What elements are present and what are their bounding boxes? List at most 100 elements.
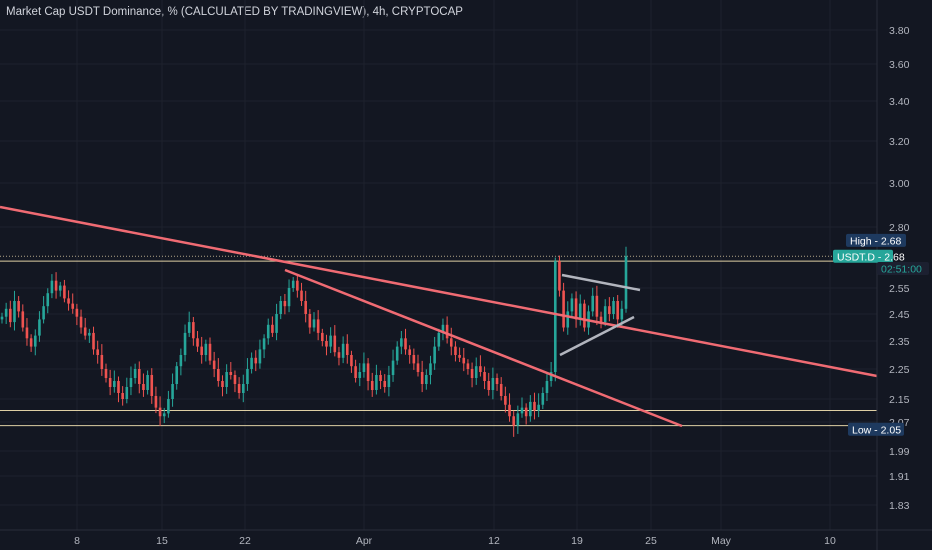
candle-body bbox=[154, 396, 158, 408]
candle-body bbox=[491, 378, 495, 390]
candle-body bbox=[312, 319, 316, 328]
candle-body bbox=[599, 316, 603, 323]
triangle-lower-line bbox=[559, 315, 635, 357]
time-axis: 8 15 22 Apr 12 19 25 May 10 bbox=[0, 529, 932, 547]
candle-body bbox=[233, 375, 237, 384]
candle-body bbox=[537, 404, 540, 411]
candle-body bbox=[221, 381, 224, 387]
candle-body bbox=[366, 363, 370, 381]
candle-body bbox=[17, 301, 20, 312]
candle-body bbox=[391, 360, 395, 375]
candle-body bbox=[624, 256, 628, 309]
y-tick-label: 3.00 bbox=[889, 178, 910, 190]
candle-body bbox=[287, 288, 291, 307]
candle-body bbox=[608, 306, 611, 314]
candle-body bbox=[358, 372, 362, 378]
candle-body bbox=[108, 378, 112, 387]
candle-body bbox=[300, 290, 303, 301]
candle-body bbox=[217, 369, 220, 381]
candle-body bbox=[379, 375, 382, 381]
x-tick-label: 12 bbox=[488, 535, 500, 547]
candle-body bbox=[171, 384, 174, 399]
candle-body bbox=[208, 343, 212, 361]
y-tick-label: 2.55 bbox=[889, 283, 910, 295]
candle-body bbox=[9, 308, 12, 323]
candle-body bbox=[88, 332, 91, 336]
candle-body bbox=[325, 341, 328, 347]
candle-body bbox=[520, 407, 524, 414]
candle-body bbox=[162, 413, 166, 417]
candle-body bbox=[333, 335, 337, 353]
candle-body bbox=[262, 338, 266, 350]
candles bbox=[0, 246, 628, 437]
candle-body bbox=[254, 357, 258, 364]
candle-body bbox=[79, 316, 83, 328]
candle-body bbox=[420, 372, 424, 384]
candle-body bbox=[433, 346, 436, 364]
candle-body bbox=[179, 355, 183, 367]
x-tick-label: 8 bbox=[74, 535, 80, 547]
low-label-bg bbox=[848, 422, 904, 436]
candle-body bbox=[241, 384, 245, 393]
candle-body bbox=[33, 335, 37, 347]
candle-body bbox=[133, 369, 137, 378]
candle-body bbox=[474, 366, 478, 378]
x-tick-label: May bbox=[711, 535, 732, 547]
y-tick-label: 3.40 bbox=[889, 96, 910, 108]
candle-body bbox=[595, 295, 599, 317]
y-tick-label: 2.35 bbox=[889, 336, 910, 348]
candle-body bbox=[271, 324, 274, 333]
candle-body bbox=[258, 349, 262, 364]
candle-body bbox=[100, 355, 104, 369]
candle-body bbox=[508, 404, 511, 417]
candle-body bbox=[441, 324, 445, 333]
candle-body bbox=[279, 301, 283, 314]
candle-body bbox=[499, 384, 503, 396]
low-label-text: Low - 2.05 bbox=[852, 424, 901, 436]
x-tick-label: 15 bbox=[156, 535, 168, 547]
candle-body bbox=[487, 381, 491, 390]
candle-body bbox=[204, 343, 208, 355]
candle-body bbox=[616, 301, 619, 320]
candle-body bbox=[4, 308, 8, 317]
candle-body bbox=[549, 372, 553, 381]
candle-body bbox=[125, 387, 129, 399]
candle-body bbox=[304, 301, 307, 314]
candle-body bbox=[321, 332, 324, 341]
candle-body bbox=[404, 338, 407, 350]
candle-body bbox=[570, 298, 574, 312]
candle-body bbox=[603, 306, 607, 323]
candle-body bbox=[291, 280, 295, 288]
candle-body bbox=[158, 407, 162, 417]
x-tick-label: 25 bbox=[645, 535, 657, 547]
candle-body bbox=[296, 280, 299, 291]
candle-body bbox=[620, 308, 624, 320]
candle-body bbox=[246, 369, 249, 384]
candle-body bbox=[470, 369, 474, 378]
candle-body bbox=[104, 369, 108, 378]
grid bbox=[0, 0, 877, 530]
candle-body bbox=[54, 280, 58, 291]
countdown-label-bg bbox=[877, 261, 929, 275]
candle-body bbox=[196, 338, 199, 347]
candle-body bbox=[308, 314, 312, 328]
candle-body bbox=[183, 332, 187, 355]
candle-body bbox=[137, 369, 141, 384]
candle-body bbox=[395, 346, 399, 361]
candle-body bbox=[354, 366, 357, 378]
candle-body bbox=[212, 360, 216, 369]
candle-body bbox=[13, 301, 16, 323]
candle-body bbox=[200, 346, 203, 355]
candle-body bbox=[113, 381, 116, 387]
candle-body bbox=[408, 349, 411, 355]
candle-body bbox=[192, 322, 195, 339]
candle-body bbox=[412, 355, 416, 364]
candle-body bbox=[429, 363, 432, 375]
candle-body bbox=[504, 396, 507, 405]
candle-body bbox=[75, 308, 79, 317]
candle-body bbox=[512, 416, 515, 426]
candle-body bbox=[370, 381, 374, 390]
candle-body bbox=[0, 316, 4, 320]
